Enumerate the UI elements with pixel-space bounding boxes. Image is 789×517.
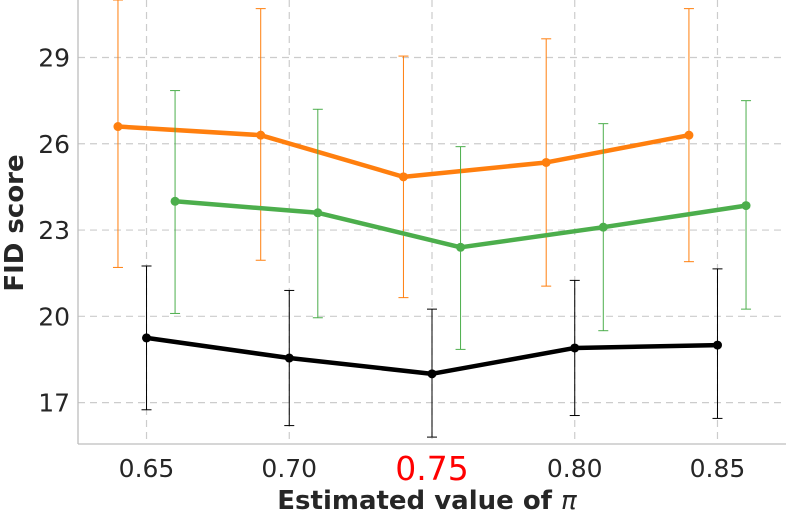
y-axis-title: FID score [0, 154, 30, 291]
tick-labels: 0.65 0.70 0.75 0.80 0.85 17 20 23 26 29 [38, 44, 745, 488]
x-tick-label: 0.85 [690, 454, 746, 483]
x-tick-label: 0.80 [547, 454, 603, 483]
data-point-green [313, 208, 323, 218]
y-tick-label: 29 [38, 44, 70, 73]
data-point-green [598, 222, 608, 232]
x-axis-title: Estimated value of π [277, 486, 577, 516]
series-black [141, 265, 723, 438]
x-tick-label: 0.70 [261, 454, 317, 483]
data-point-black [142, 333, 152, 343]
x-tick-label: 0.65 [119, 454, 175, 483]
data-point-black [570, 343, 580, 353]
x-tick-label: 0.75 [395, 449, 468, 488]
series-orange [112, 0, 694, 299]
data-point-orange [113, 122, 123, 132]
data-point-black [427, 369, 437, 379]
y-tick-label: 26 [38, 130, 70, 159]
y-tick-label: 23 [38, 216, 70, 245]
data-point-green [456, 242, 466, 252]
y-tick-label: 17 [38, 389, 70, 418]
y-tick-label: 20 [38, 302, 70, 331]
axes-frame [77, 0, 786, 445]
data-point-orange [684, 130, 694, 140]
series-green [170, 90, 752, 350]
data-point-orange [398, 172, 408, 182]
x-axis-title-symbol: π [561, 486, 577, 516]
data-point-green [741, 201, 751, 211]
data-point-orange [256, 130, 266, 140]
data-point-black [284, 353, 294, 363]
data-point-green [170, 196, 180, 206]
series-layer [112, 0, 752, 438]
data-point-orange [541, 157, 551, 167]
data-point-black [712, 340, 722, 350]
